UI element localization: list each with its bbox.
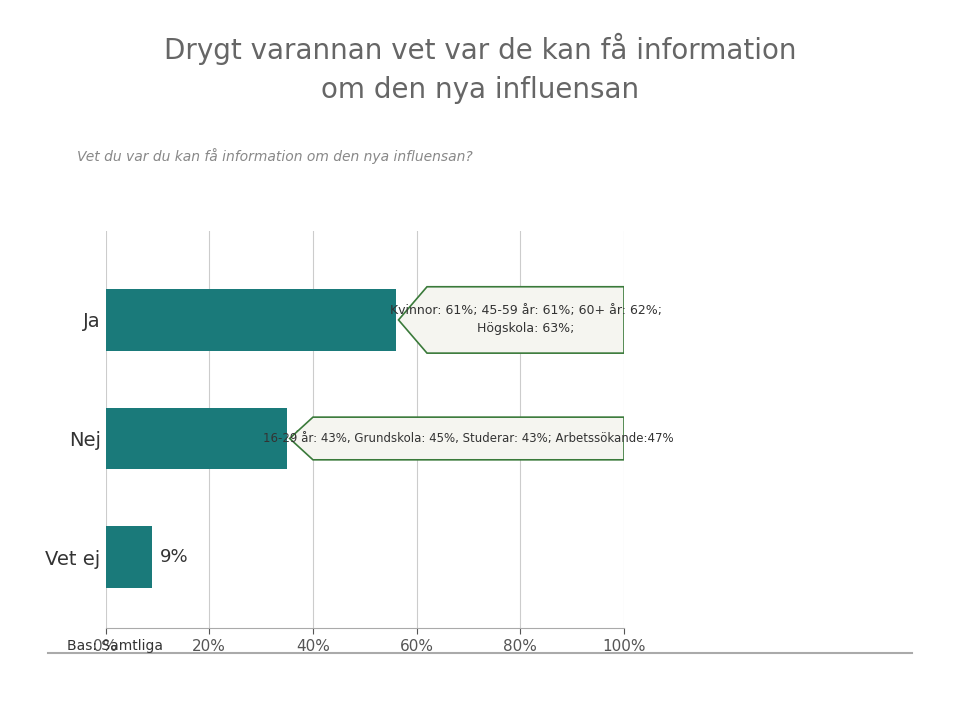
Text: 16-29 år: 43%, Grundskola: 45%, Studerar: 43%; Arbetssökande:47%: 16-29 år: 43%, Grundskola: 45%, Studerar… [263,432,674,445]
Bar [106,289,396,351]
Bar [106,408,287,469]
Text: Drygt varannan vet var de kan få information: Drygt varannan vet var de kan få informa… [164,32,796,65]
Text: 9%: 9% [160,548,189,566]
Polygon shape [398,287,624,353]
Text: 35%: 35% [295,430,335,448]
Polygon shape [290,417,624,460]
Text: Vet du var du kan få information om den nya influensan?: Vet du var du kan få information om den … [77,148,472,164]
Text: om den nya influensan: om den nya influensan [321,76,639,104]
Text: 56%: 56% [403,311,444,329]
Text: Kvinnor: 61%; 45-59 år: 61%; 60+ år: 62%;
Högskola: 63%;: Kvinnor: 61%; 45-59 år: 61%; 60+ år: 62%… [390,305,661,336]
Text: Bas: Samtliga: Bas: Samtliga [67,639,163,653]
Bar [106,526,153,588]
